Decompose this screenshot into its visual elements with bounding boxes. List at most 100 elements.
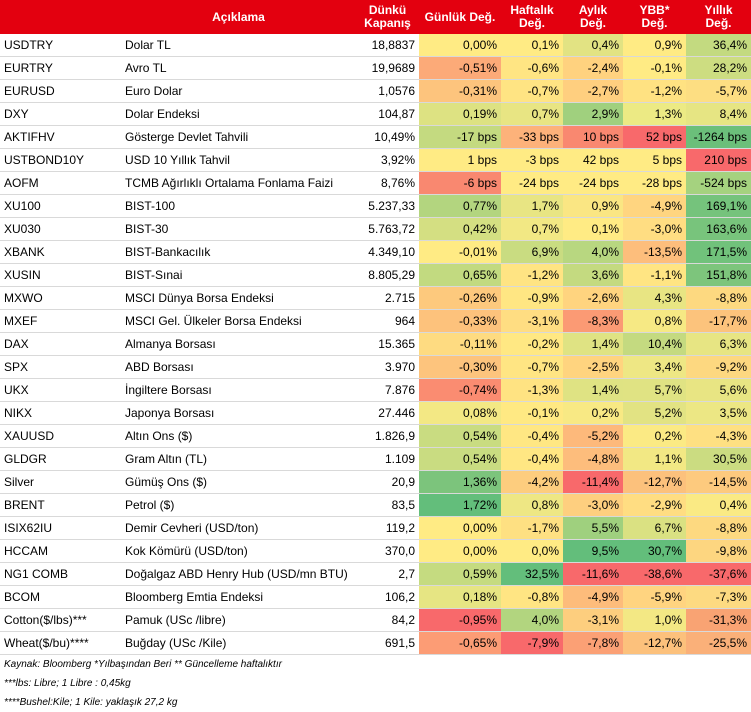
cell-ytd: 1,0%	[623, 608, 686, 632]
cell-ytd: -12,7%	[623, 470, 686, 494]
cell-yearly: -4,3%	[686, 424, 751, 448]
cell-yearly: -17,7%	[686, 309, 751, 333]
market-table: Açıklama Dünkü Kapanış Günlük Değ. Hafta…	[0, 0, 751, 655]
cell-ytd: 52 bps	[623, 125, 686, 149]
cell-ytd: 1,1%	[623, 447, 686, 471]
cell-description: USD 10 Yıllık Tahvil	[121, 148, 356, 172]
cell-weekly: -0,1%	[501, 401, 563, 425]
cell-weekly: -0,4%	[501, 424, 563, 448]
cell-monthly: -2,4%	[563, 56, 623, 80]
cell-description: BIST-Sınai	[121, 263, 356, 287]
cell-code: XAUUSD	[0, 424, 121, 448]
cell-weekly: -33 bps	[501, 125, 563, 149]
cell-monthly: 0,1%	[563, 217, 623, 241]
cell-description: Avro TL	[121, 56, 356, 80]
header-yearly: Yıllık Değ.	[686, 0, 751, 34]
cell-daily: 1,36%	[419, 470, 501, 494]
cell-close: 1.109	[356, 447, 419, 471]
cell-weekly: -1,2%	[501, 263, 563, 287]
cell-description: MSCI Gel. Ülkeler Borsa Endeksi	[121, 309, 356, 333]
cell-monthly: 2,9%	[563, 102, 623, 126]
cell-ytd: 5,7%	[623, 378, 686, 402]
cell-ytd: -0,1%	[623, 56, 686, 80]
cell-description: Altın Ons ($)	[121, 424, 356, 448]
cell-code: Silver	[0, 470, 121, 494]
cell-ytd: 6,7%	[623, 516, 686, 540]
table-row: Wheat($/bu)**** Buğday (USc /Kile) 691,5 -0…	[0, 631, 751, 655]
cell-description: Bloomberg Emtia Endeksi	[121, 585, 356, 609]
cell-code: EURTRY	[0, 56, 121, 80]
cell-ytd: 10,4%	[623, 332, 686, 356]
cell-yearly: 0,4%	[686, 493, 751, 517]
table-row: DXY Dolar Endeksi 104,87 0,19% 0,7% 2,9% 1,3% 8…	[0, 102, 751, 126]
table-row: ISIX62IU Demir Cevheri (USD/ton) 119,2 0,00…	[0, 516, 751, 540]
cell-daily: 0,42%	[419, 217, 501, 241]
table-row: BRENT Petrol ($) 83,5 1,72% 0,8% -3,0% -2,9% 0,…	[0, 493, 751, 517]
cell-weekly: -1,7%	[501, 516, 563, 540]
cell-weekly: 32,5%	[501, 562, 563, 586]
header-ytd: YBB* Değ.	[623, 0, 686, 34]
cell-weekly: 0,0%	[501, 539, 563, 563]
cell-daily: -0,30%	[419, 355, 501, 379]
cell-yearly: -9,8%	[686, 539, 751, 563]
cell-monthly: -5,2%	[563, 424, 623, 448]
cell-daily: -0,74%	[419, 378, 501, 402]
cell-yearly: 210 bps	[686, 148, 751, 172]
table-row: XU030 BIST-30 5.763,72 0,42% 0,7% 0,1% -3,0% 16…	[0, 217, 751, 241]
cell-daily: 0,54%	[419, 447, 501, 471]
cell-close: 691,5	[356, 631, 419, 655]
cell-close: 1.826,9	[356, 424, 419, 448]
cell-monthly: 1,4%	[563, 332, 623, 356]
cell-code: BCOM	[0, 585, 121, 609]
cell-code: USDTRY	[0, 34, 121, 57]
cell-monthly: -3,0%	[563, 493, 623, 517]
cell-ytd: 30,7%	[623, 539, 686, 563]
cell-yearly: 36,4%	[686, 34, 751, 57]
cell-description: Kok Kömürü (USD/ton)	[121, 539, 356, 563]
cell-monthly: -2,6%	[563, 286, 623, 310]
cell-daily: -0,33%	[419, 309, 501, 333]
cell-daily: 0,18%	[419, 585, 501, 609]
cell-ytd: 5,2%	[623, 401, 686, 425]
table-row: DAX Almanya Borsası 15.365 -0,11% -0,2% 1,4% 1…	[0, 332, 751, 356]
cell-ytd: 1,3%	[623, 102, 686, 126]
cell-ytd: -2,9%	[623, 493, 686, 517]
table-row: NG1 COMB Doğalgaz ABD Henry Hub (USD/mn B…	[0, 562, 751, 586]
cell-description: Gösterge Devlet Tahvili	[121, 125, 356, 149]
table-row: SPX ABD Borsası 3.970 -0,30% -0,7% -2,5% 3,4% -…	[0, 355, 751, 379]
cell-yearly: -31,3%	[686, 608, 751, 632]
cell-yearly: 171,5%	[686, 240, 751, 264]
cell-monthly: 4,0%	[563, 240, 623, 264]
cell-description: Almanya Borsası	[121, 332, 356, 356]
cell-monthly: -8,3%	[563, 309, 623, 333]
cell-daily: 0,65%	[419, 263, 501, 287]
cell-code: XBANK	[0, 240, 121, 264]
cell-close: 19,9689	[356, 56, 419, 80]
cell-weekly: -0,8%	[501, 585, 563, 609]
cell-close: 964	[356, 309, 419, 333]
table-row: GLDGR Gram Altın (TL) 1.109 0,54% -0,4% -4,8%…	[0, 447, 751, 471]
cell-weekly: 4,0%	[501, 608, 563, 632]
cell-ytd: -5,9%	[623, 585, 686, 609]
cell-yearly: -8,8%	[686, 286, 751, 310]
cell-close: 15.365	[356, 332, 419, 356]
cell-monthly: 9,5%	[563, 539, 623, 563]
table-row: MXWO MSCI Dünya Borsa Endeksi 2.715 -0,26% -…	[0, 286, 751, 310]
cell-monthly: 5,5%	[563, 516, 623, 540]
cell-monthly: 0,9%	[563, 194, 623, 218]
cell-description: MSCI Dünya Borsa Endeksi	[121, 286, 356, 310]
cell-daily: 0,00%	[419, 539, 501, 563]
cell-ytd: 0,9%	[623, 34, 686, 57]
cell-code: XUSIN	[0, 263, 121, 287]
cell-monthly: 42 bps	[563, 148, 623, 172]
cell-close: 84,2	[356, 608, 419, 632]
cell-description: BIST-30	[121, 217, 356, 241]
cell-close: 20,9	[356, 470, 419, 494]
cell-daily: 1,72%	[419, 493, 501, 517]
cell-ytd: -4,9%	[623, 194, 686, 218]
cell-description: BIST-100	[121, 194, 356, 218]
cell-weekly: -0,7%	[501, 79, 563, 103]
cell-ytd: 5 bps	[623, 148, 686, 172]
cell-weekly: -0,2%	[501, 332, 563, 356]
table-row: XUSIN BIST-Sınai 8.805,29 0,65% -1,2% 3,6% -1,…	[0, 263, 751, 287]
